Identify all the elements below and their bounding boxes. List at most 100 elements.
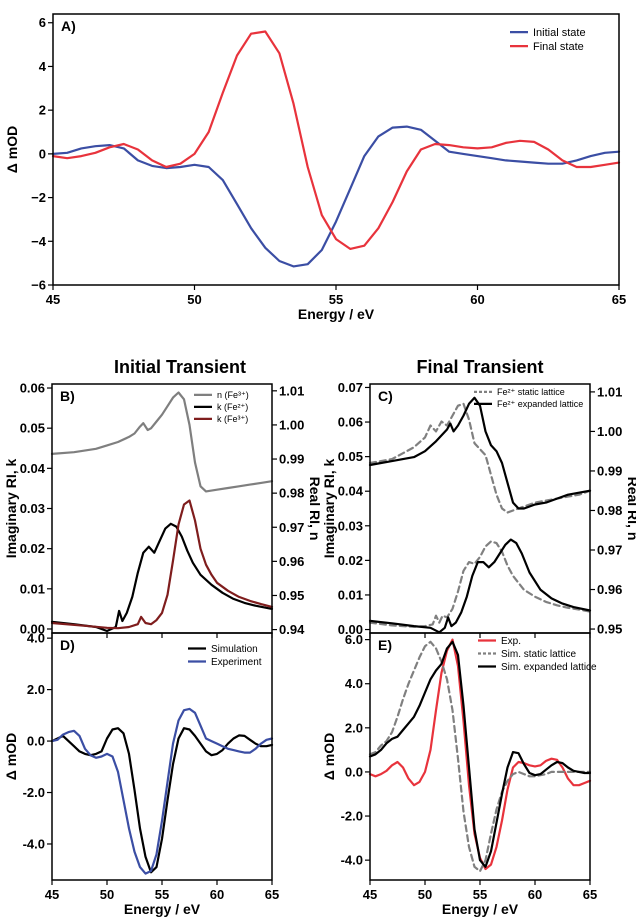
y-tick-label-A: 2 [39, 103, 46, 118]
y2-axis-label-B: Real RI, n [307, 477, 323, 541]
y-tick-label-B: 0.02 [20, 541, 45, 556]
y-tick-label-C: 0.06 [338, 415, 363, 430]
legend-label-A: Initial state [533, 27, 586, 39]
series-line-B-1 [50, 522, 274, 633]
series-line-C-0 [368, 402, 592, 514]
series-line-E-1 [368, 640, 592, 873]
chart-panels: 45 50 55 60 65 −6 −4 −2 0 2 4 6 Energy / eV Δ mOD A) In… [3, 13, 636, 917]
x-tick-label-A: 55 [329, 292, 343, 307]
y-tick-label-C: 0.00 [338, 622, 363, 637]
y-tick-label-A: −2 [31, 190, 46, 205]
series-line-A-0 [51, 125, 621, 268]
panel-letter-D: D) [60, 637, 75, 653]
y-tick-label-B: 0.05 [20, 421, 45, 436]
y-tick-label-B: 0.01 [20, 581, 45, 596]
y-tick-label-D: -2.0 [23, 785, 45, 800]
series-line-B-2 [50, 499, 274, 630]
y-tick-label-C: 0.01 [338, 587, 363, 602]
y-tick-label-B: 0.00 [20, 621, 45, 636]
y-tick-label-E: 0.0 [345, 764, 363, 779]
legend-label-B: k (Fe²⁺) [217, 402, 248, 412]
x-tick-label-D: 60 [210, 887, 224, 902]
section-title-final: Final Transient [416, 357, 543, 377]
x-tick-label-D: 65 [265, 887, 279, 902]
y2-tick-label-C: 0.96 [597, 582, 622, 597]
y-tick-label-A: 0 [39, 146, 46, 161]
x-tick-label-E: 55 [473, 887, 487, 902]
y-tick-label-E: 6.0 [345, 632, 363, 647]
series-line-C-1 [368, 396, 592, 510]
y-tick-label-A: 6 [39, 15, 46, 30]
x-axis-label-E: Energy / eV [442, 901, 519, 917]
panel-A: 45 50 55 60 65 −6 −4 −2 0 2 4 6 Energy / eV Δ mOD A) In… [4, 13, 626, 322]
panel-C: 0.00 0.01 0.02 0.03 0.04 0.05 0.06 0.07 0.95 0.96… [321, 380, 636, 638]
y-tick-label-C: 0.05 [338, 449, 363, 464]
legend-label-D: Simulation [211, 644, 258, 655]
x-tick-label-A: 45 [46, 292, 60, 307]
x-axis-label-A: Energy / eV [298, 306, 375, 322]
y-axis-label-E: Δ mOD [321, 733, 337, 780]
series-line-C-3 [368, 538, 592, 634]
y-tick-label-E: 2.0 [345, 720, 363, 735]
y-tick-label-A: 4 [39, 59, 47, 74]
section-title-initial: Initial Transient [114, 357, 246, 377]
legend-label-C: Fe²⁺ static lattice [497, 387, 565, 397]
x-tick-label-D: 55 [155, 887, 169, 902]
legend-label-E: Exp. [501, 636, 521, 647]
y2-tick-label-B: 1.01 [279, 383, 304, 398]
y2-tick-label-C: 1.01 [597, 384, 622, 399]
y-axis-label-A: Δ mOD [4, 126, 20, 173]
panel-E: 45 50 55 60 65 -4.0 -2.0 0.0 2.0 4.0 6.0 Energy / e… [321, 632, 597, 917]
y-tick-label-D: 0.0 [27, 734, 45, 749]
panel-letter-A: A) [61, 18, 76, 34]
y-tick-label-C: 0.07 [338, 380, 363, 395]
panel-letter-C: C) [378, 388, 393, 404]
series-line-E-2 [368, 640, 592, 868]
x-tick-label-E: 50 [418, 887, 432, 902]
y-axis-label-B: Imaginary RI, k [3, 458, 19, 558]
y-axis-label-D: Δ mOD [3, 733, 19, 780]
series-line-D-0 [50, 727, 274, 874]
x-tick-label-A: 60 [470, 292, 484, 307]
y-tick-label-D: 2.0 [27, 682, 45, 697]
series-line-D-1 [50, 707, 274, 875]
plot-frame-C [369, 383, 591, 634]
y-tick-label-A: −6 [31, 278, 46, 293]
y-tick-label-D: -4.0 [23, 836, 45, 851]
legend-label-E: Sim. static lattice [501, 649, 576, 660]
y2-tick-label-B: 0.99 [279, 452, 304, 467]
panel-letter-B: B) [60, 388, 75, 404]
y2-tick-label-C: 0.97 [597, 543, 622, 558]
y2-tick-label-B: 0.97 [279, 520, 304, 535]
y-tick-label-B: 0.04 [20, 461, 46, 476]
y2-tick-label-B: 0.94 [279, 622, 305, 637]
y2-tick-label-C: 0.98 [597, 503, 622, 518]
panel-B: 0.00 0.01 0.02 0.03 0.04 0.05 0.06 0.94 0.95 0.96… [3, 381, 323, 638]
panel-D: 45 50 55 60 65 -4.0 -2.0 0.0 2.0 4.0 Energy / eV Δ … [3, 631, 279, 917]
x-tick-label-D: 50 [100, 887, 114, 902]
x-tick-label-E: 60 [528, 887, 542, 902]
x-tick-label-A: 65 [612, 292, 626, 307]
y2-tick-label-B: 1.00 [279, 417, 304, 432]
legend-label-E: Sim. expanded lattice [501, 662, 597, 673]
y-tick-label-B: 0.06 [20, 381, 45, 396]
series-line-C-2 [368, 540, 592, 628]
y-tick-label-E: -4.0 [341, 853, 363, 868]
legend-label-B: k (Fe³⁺) [217, 414, 248, 424]
series-line-A-1 [51, 30, 621, 250]
y-tick-label-B: 0.03 [20, 501, 45, 516]
y2-axis-label-C: Real RI, n [625, 477, 636, 541]
y2-tick-label-B: 0.95 [279, 588, 304, 603]
series-line-B-0 [50, 391, 274, 493]
y-tick-label-D: 4.0 [27, 631, 45, 646]
y2-tick-label-B: 0.98 [279, 486, 304, 501]
y2-tick-label-B: 0.96 [279, 554, 304, 569]
series-line-E-0 [368, 638, 592, 871]
y-tick-label-C: 0.03 [338, 518, 363, 533]
y-tick-label-A: −4 [31, 234, 47, 249]
x-tick-label-A: 50 [187, 292, 201, 307]
y-tick-label-E: 4.0 [345, 676, 363, 691]
x-axis-label-D: Energy / eV [124, 901, 201, 917]
legend-label-A: Final state [533, 41, 584, 53]
